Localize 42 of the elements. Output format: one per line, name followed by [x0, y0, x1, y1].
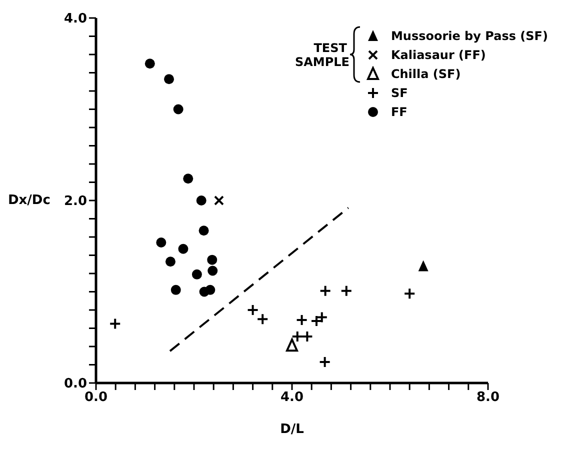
- point: [246, 304, 259, 316]
- point: [296, 314, 308, 326]
- point: [164, 74, 174, 84]
- point: [310, 314, 322, 327]
- point: [319, 284, 332, 297]
- point: [183, 174, 194, 184]
- point: [170, 284, 181, 295]
- x-tick-label: 4.0: [280, 390, 304, 406]
- point: [291, 330, 304, 342]
- x-axis-title: D/L: [280, 422, 304, 437]
- point: [208, 266, 218, 276]
- y-axis-title: Dx/Dc: [8, 193, 50, 208]
- y-tick-label: 0.0: [64, 376, 87, 392]
- point: [173, 104, 184, 114]
- point: [198, 226, 209, 236]
- point: [196, 196, 206, 206]
- point: [418, 260, 428, 272]
- point: [286, 338, 298, 352]
- legend-label: SF: [390, 86, 408, 100]
- point: [256, 313, 269, 326]
- point: [205, 284, 216, 295]
- x-tick-label: 8.0: [476, 390, 500, 406]
- legend-label: FF: [390, 104, 408, 118]
- legend-title: TEST SAMPLE: [294, 40, 350, 68]
- point: [207, 254, 218, 265]
- point: [156, 237, 166, 248]
- y-tick-label: 2.0: [64, 194, 87, 210]
- legend-label: Kaliasaur (FF): [390, 48, 486, 62]
- point: [318, 356, 331, 368]
- legend-label: Chilla (SF): [390, 66, 461, 80]
- point: [301, 330, 314, 342]
- legend-label: Mussoorie by Pass (SF): [390, 28, 548, 42]
- point: [178, 244, 188, 254]
- point: [192, 269, 202, 280]
- point: [144, 58, 155, 69]
- y-tick-label: 4.0: [64, 12, 87, 27]
- point: [109, 318, 122, 330]
- point: [214, 196, 224, 206]
- point: [165, 256, 176, 267]
- x-tick-label: 0.0: [84, 390, 108, 406]
- point: [340, 284, 352, 297]
- point: [404, 288, 416, 300]
